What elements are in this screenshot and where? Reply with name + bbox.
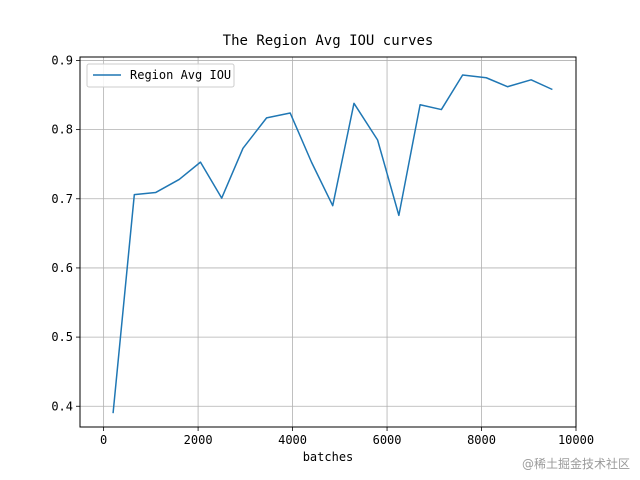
x-tick-label: 0 (100, 433, 107, 447)
y-tick-label: 0.4 (51, 399, 73, 413)
plot-frame (79, 56, 577, 428)
legend-label: Region Avg IOU (130, 68, 231, 82)
x-tick-label: 6000 (373, 433, 402, 447)
x-tick-label: 2000 (184, 433, 213, 447)
legend-box (86, 63, 235, 88)
legend: Region Avg IOU (86, 63, 235, 88)
x-axis-label: batches (303, 450, 354, 464)
y-tick-label: 0.5 (51, 330, 73, 344)
tick-layer: 0 2000 4000 6000 8000 10000 0.4 0.5 0.6 0.7 0.8 0.9 (51, 53, 594, 447)
y-tick-label: 0.7 (51, 192, 73, 206)
x-tick-label: 4000 (278, 433, 307, 447)
y-tick-label: 0.9 (51, 53, 73, 67)
grid-layer (80, 57, 577, 427)
x-tick-label: 8000 (467, 433, 496, 447)
y-tick-label: 0.6 (51, 261, 73, 275)
series-line (112, 74, 553, 414)
x-tick-label: 10000 (558, 433, 594, 447)
y-tick-label: 0.8 (51, 123, 73, 137)
chart-title: The Region Avg IOU curves (223, 33, 434, 49)
series-layer (112, 74, 553, 414)
watermark: @稀土掘金技术社区 (521, 457, 630, 471)
